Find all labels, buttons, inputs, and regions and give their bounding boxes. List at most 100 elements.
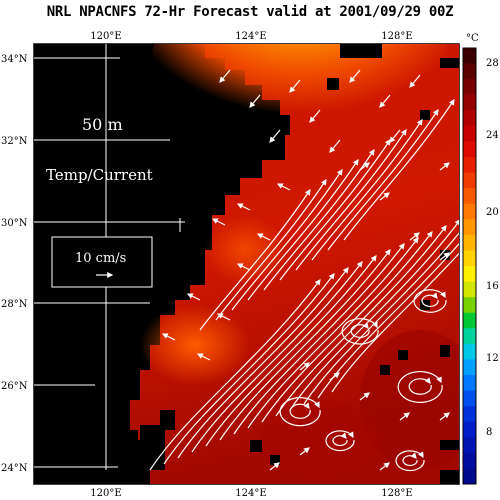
current-streamline xyxy=(311,119,423,261)
current-streamline xyxy=(275,225,447,417)
colorbar-swatch xyxy=(463,281,476,298)
lat-tick-24: 24°N xyxy=(1,463,28,474)
current-arrow xyxy=(186,293,201,301)
colorbar-swatch xyxy=(463,452,476,469)
current-arrow xyxy=(359,162,370,171)
current-streamline xyxy=(247,237,419,429)
current-arrow xyxy=(359,392,370,401)
lat-tick-28: 28°N xyxy=(1,299,28,310)
current-eddy xyxy=(408,377,432,395)
warm-central-patch xyxy=(205,215,285,285)
current-streamline xyxy=(303,232,459,405)
colorbar-swatch xyxy=(463,172,476,189)
colorbar-unit: °C xyxy=(466,33,479,44)
lat-tick-34: 34°N xyxy=(1,54,28,65)
current-arrow xyxy=(439,252,450,261)
colorbar-swatch xyxy=(463,125,476,142)
scale-vector-box: 10 cm/s xyxy=(51,236,153,288)
colorbar-swatch xyxy=(463,468,476,485)
current-arrow xyxy=(379,192,390,201)
current-arrow xyxy=(399,412,410,421)
lat-tick-32: 32°N xyxy=(1,136,28,147)
current-arrow xyxy=(269,129,281,143)
current-arrow xyxy=(256,233,271,241)
longitude-ticks-top: 120°E 124°E 128°E xyxy=(90,31,412,42)
map-area: 50 m Temp/Current 10 cm/s xyxy=(33,43,460,485)
current-arrow xyxy=(219,69,231,83)
colorbar-swatch xyxy=(463,203,476,220)
current-streamline xyxy=(247,159,359,301)
colorbar-swatch xyxy=(463,94,476,111)
colorbar-swatch xyxy=(463,188,476,205)
colorbar-swatch xyxy=(463,343,476,360)
lon-tick-bottom-124: 124°E xyxy=(235,488,266,499)
colorbar-tick-28: 28 xyxy=(486,58,499,69)
map-title: NRL NPACNFS 72-Hr Forecast valid at 2001… xyxy=(46,4,454,20)
current-vector-field xyxy=(149,69,459,472)
colorbar-swatch xyxy=(463,297,476,314)
colorbar-tick-20: 20 xyxy=(486,207,499,218)
current-arrow xyxy=(349,69,361,83)
colorbar-swatch xyxy=(463,421,476,438)
cool-south-patch xyxy=(260,400,380,480)
current-arrow xyxy=(289,79,301,93)
current-eddy xyxy=(350,322,370,338)
colorbar-tick-8: 8 xyxy=(486,427,492,438)
current-arrow xyxy=(276,183,291,191)
current-arrow xyxy=(379,462,390,471)
colorbar-swatch xyxy=(463,141,476,158)
colorbar-swatch xyxy=(463,375,476,392)
lon-tick-bottom-128: 128°E xyxy=(381,488,412,499)
colorbar-swatch xyxy=(463,234,476,251)
current-arrow xyxy=(196,353,211,361)
colorbar-swatch xyxy=(463,79,476,96)
current-arrow xyxy=(299,362,310,371)
current-eddy xyxy=(279,397,321,427)
lon-tick-top-128: 128°E xyxy=(381,31,412,42)
current-arrow xyxy=(236,203,251,211)
current-streamline xyxy=(215,179,327,321)
current-arrow xyxy=(329,139,341,153)
current-eddy xyxy=(289,402,311,419)
lon-tick-top-120: 120°E xyxy=(90,31,121,42)
colorbar-swatch xyxy=(463,157,476,174)
colorbar-swatch xyxy=(463,63,476,80)
current-eddy xyxy=(325,430,355,452)
current-streamline xyxy=(205,255,377,447)
current-streamline xyxy=(343,99,455,241)
current-streamline xyxy=(263,149,375,291)
island-cells xyxy=(250,44,459,484)
scale-vector-label: 10 cm/s xyxy=(75,251,126,266)
current-streamline xyxy=(279,139,391,281)
colorbar-swatches xyxy=(463,48,476,485)
current-eddy xyxy=(421,292,439,308)
current-arrow xyxy=(309,109,321,123)
current-arrow xyxy=(379,94,391,108)
current-streamline xyxy=(177,267,349,459)
colorbar-swatch xyxy=(463,266,476,283)
current-streamline xyxy=(163,273,335,465)
current-arrow xyxy=(439,412,450,421)
warm-coastal-patch xyxy=(140,305,250,385)
current-streamline xyxy=(199,189,311,331)
current-streamline xyxy=(331,252,459,393)
current-arrow xyxy=(236,263,251,271)
current-streamline xyxy=(231,169,343,311)
current-streamline xyxy=(233,243,405,435)
longitude-ticks-bottom: 120°E 124°E 128°E xyxy=(90,488,412,499)
lon-tick-bottom-120: 120°E xyxy=(90,488,121,499)
current-arrow xyxy=(269,462,280,471)
scale-box-frame xyxy=(51,236,153,288)
current-eddy xyxy=(332,432,348,447)
field-label: Temp/Current xyxy=(46,166,153,184)
colorbar-swatch xyxy=(463,48,476,65)
colorbar-tick-12: 12 xyxy=(486,353,499,364)
taiwan-land xyxy=(118,410,175,484)
current-streamline xyxy=(327,109,439,251)
current-streamline xyxy=(219,249,391,441)
current-arrow xyxy=(329,372,340,381)
colorbar-swatch xyxy=(463,219,476,236)
lat-tick-30: 30°N xyxy=(1,218,28,229)
current-eddy xyxy=(395,450,425,472)
current-arrow xyxy=(249,94,261,108)
